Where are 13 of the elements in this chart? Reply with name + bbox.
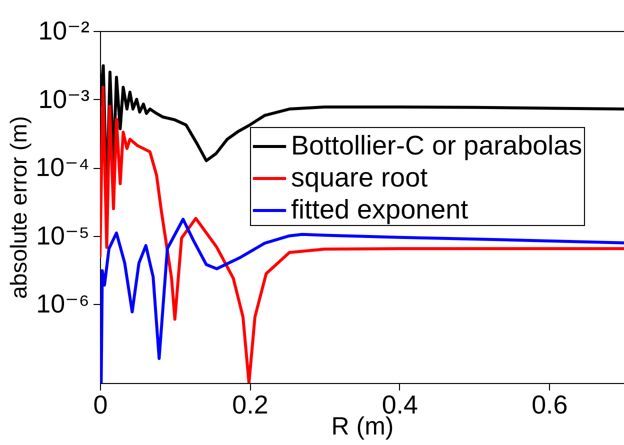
y-tick-label: 10⁻³ (38, 84, 90, 114)
legend-label: square root (291, 162, 428, 192)
y-tick-label: 10⁻⁴ (36, 152, 90, 182)
legend-label: fitted exponent (291, 194, 469, 224)
y-tick-label: 10⁻² (38, 16, 90, 46)
y-tick-label: 10⁻⁶ (36, 288, 90, 319)
x-tick-label: 0 (93, 390, 108, 420)
x-tick-label: 0.6 (532, 390, 568, 420)
y-tick-label: 10⁻⁵ (36, 220, 90, 250)
x-tick-label: 0.2 (232, 390, 268, 420)
legend-label: Bottollier-C or parabolas (291, 130, 582, 160)
line-series (100, 86, 624, 383)
y-axis-title: absolute error (m) (6, 116, 32, 299)
